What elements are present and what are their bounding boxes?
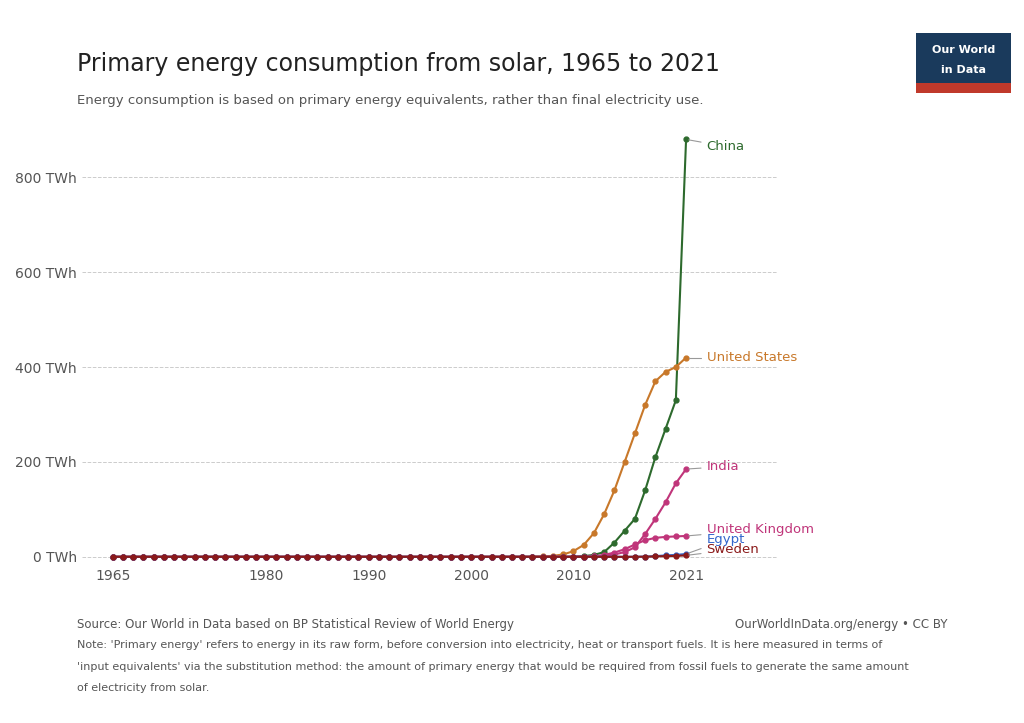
Text: OurWorldInData.org/energy • CC BY: OurWorldInData.org/energy • CC BY [734, 618, 947, 631]
Text: Sweden: Sweden [689, 543, 760, 556]
Text: India: India [689, 461, 739, 473]
Text: in Data: in Data [941, 65, 986, 75]
Text: Energy consumption is based on primary energy equivalents, rather than final ele: Energy consumption is based on primary e… [77, 94, 703, 107]
Text: of electricity from solar.: of electricity from solar. [77, 683, 209, 693]
Text: United States: United States [689, 351, 797, 364]
Text: China: China [689, 140, 744, 153]
Text: Our World: Our World [932, 45, 995, 55]
Text: Egypt: Egypt [689, 534, 744, 553]
Text: Primary energy consumption from solar, 1965 to 2021: Primary energy consumption from solar, 1… [77, 52, 720, 76]
Text: United Kingdom: United Kingdom [689, 523, 813, 536]
Text: Note: 'Primary energy' refers to energy in its raw form, before conversion into : Note: 'Primary energy' refers to energy … [77, 640, 882, 650]
Bar [916, 83, 1011, 93]
Text: 'input equivalents' via the substitution method: the amount of primary energy th: 'input equivalents' via the substitution… [77, 662, 908, 672]
Text: Source: Our World in Data based on BP Statistical Review of World Energy: Source: Our World in Data based on BP St… [77, 618, 514, 631]
